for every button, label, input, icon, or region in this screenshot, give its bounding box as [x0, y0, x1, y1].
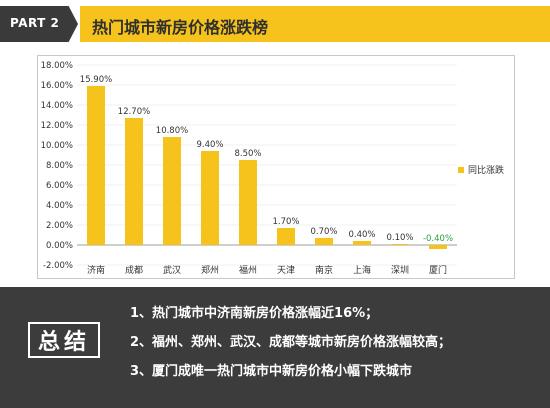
- header: PART 2 热门城市新房价格涨跌榜: [0, 0, 550, 46]
- x-tick-label: 福州: [239, 264, 257, 276]
- data-label: 9.40%: [196, 140, 223, 150]
- y-tick-label: 0.00%: [46, 241, 73, 251]
- title-bar: [80, 6, 550, 42]
- summary-item-1: 1、热门城市中济南新房价格涨幅近16%；: [130, 306, 379, 321]
- x-tick-label: 天津: [277, 265, 295, 276]
- summary-label: 总结: [28, 322, 100, 358]
- summary-item-3: 3、厦门成唯一热门城市中新房价格小幅下跌城市: [130, 364, 413, 379]
- bar-天津: [277, 228, 295, 245]
- legend-swatch: [458, 166, 464, 173]
- y-tick-label: -2.00%: [43, 261, 73, 271]
- data-label: 10.80%: [156, 126, 188, 136]
- y-tick-label: 10.00%: [41, 141, 73, 151]
- part-tab: [0, 6, 78, 42]
- data-label: 15.90%: [80, 75, 112, 85]
- y-tick-label: 16.00%: [41, 81, 73, 91]
- y-tick-label: 4.00%: [46, 201, 73, 211]
- y-tick-label: 12.00%: [41, 121, 73, 131]
- data-label: 12.70%: [118, 107, 150, 117]
- summary-panel: [0, 287, 550, 408]
- x-tick-label: 武汉: [163, 264, 181, 276]
- x-tick-label: 成都: [125, 264, 143, 276]
- y-tick-label: 14.00%: [41, 101, 73, 111]
- x-tick-label: 南京: [315, 264, 333, 276]
- bar-成都: [125, 118, 143, 245]
- x-tick-label: 厦门: [429, 264, 447, 276]
- legend: 同比涨跌: [458, 163, 504, 176]
- summary-list: 1、热门城市中济南新房价格涨幅近16%； 2、福州、郑州、武汉、成都等城市新房价…: [130, 302, 530, 389]
- bar-郑州: [201, 151, 219, 245]
- bar-武汉: [163, 137, 181, 245]
- bar-南京: [315, 238, 333, 245]
- chart-panel: [37, 55, 515, 279]
- page-title: 热门城市新房价格涨跌榜: [92, 18, 269, 37]
- y-tick-label: 8.00%: [46, 161, 73, 171]
- bar-上海: [353, 241, 371, 245]
- legend-label: 同比涨跌: [468, 166, 505, 176]
- data-label: 8.50%: [234, 149, 261, 159]
- y-tick-label: 2.00%: [46, 221, 73, 231]
- bar-厦门: [429, 245, 447, 249]
- y-tick-label: 6.00%: [46, 181, 73, 191]
- x-tick-label: 郑州: [201, 264, 219, 276]
- bar-深圳: [391, 244, 409, 245]
- data-label: 0.10%: [386, 233, 413, 243]
- x-tick-label: 深圳: [391, 265, 409, 276]
- data-label: 0.70%: [310, 227, 337, 237]
- data-label: 0.40%: [348, 230, 375, 240]
- bar-济南: [87, 86, 105, 245]
- x-tick-label: 济南: [87, 264, 105, 276]
- bar-chart: 18.00% 16.00% 14.00% 12.00% 10.00% 8.00% 6.00%…: [41, 61, 457, 276]
- part-label: PART 2: [10, 16, 60, 30]
- data-label: -0.40%: [423, 234, 453, 244]
- data-label: 1.70%: [272, 217, 299, 227]
- y-tick-label: 18.00%: [41, 61, 73, 71]
- bar-福州: [239, 160, 257, 245]
- x-tick-label: 上海: [353, 264, 371, 276]
- summary-item-2: 2、福州、郑州、武汉、成都等城市新房价格涨幅较高；: [130, 335, 452, 350]
